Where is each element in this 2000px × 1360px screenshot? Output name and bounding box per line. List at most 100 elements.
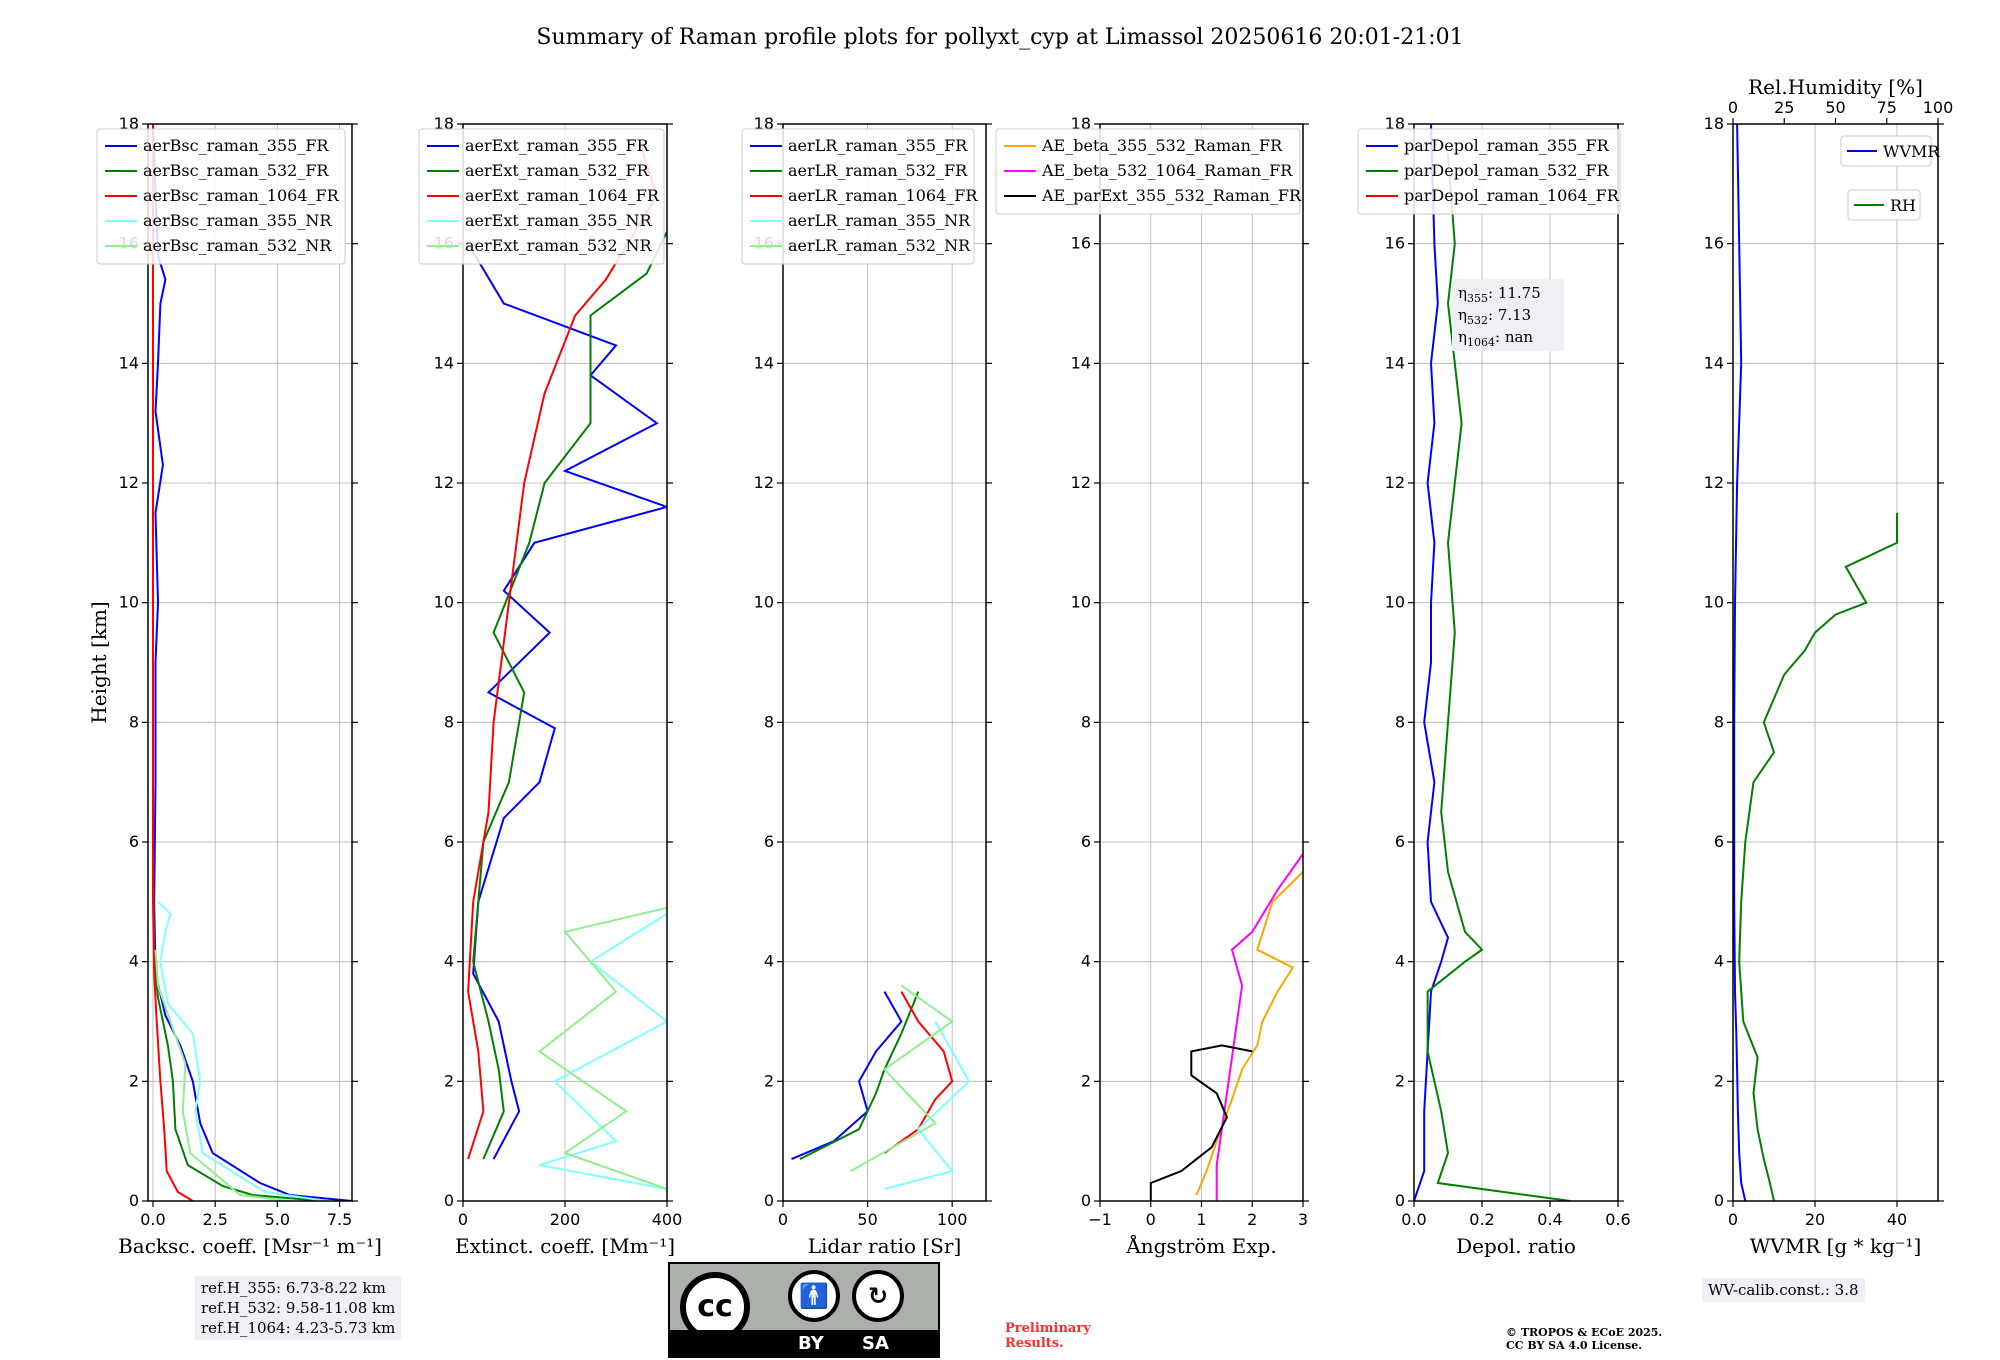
- legend-label: aerLR_raman_355_NR: [788, 211, 971, 230]
- series-line-aerBsc_raman_355_NR: [157, 901, 328, 1201]
- top-x-tick-label: 50: [1825, 98, 1845, 117]
- cc-sa-label: SA: [862, 1333, 889, 1354]
- y-tick-label-ae: 0: [1081, 1191, 1091, 1210]
- y-tick-label-ext: 12: [434, 473, 454, 492]
- series-line-AE_beta_532_1064_Raman_FR: [1215, 853, 1303, 1201]
- legend-label: AE_parExt_355_532_Raman_FR: [1041, 186, 1302, 205]
- y-tick-label-ext: 14: [434, 353, 454, 372]
- y-tick-label-lr: 10: [754, 593, 774, 612]
- series-line-aerExt_raman_355_FR: [467, 243, 667, 1160]
- series-line-aerBsc_raman_532_NR: [154, 949, 290, 1201]
- legend-depol: parDepol_raman_355_FR parDepol_raman_532_…: [1357, 128, 1621, 215]
- series-line-aerExt_raman_1064_FR: [467, 147, 658, 1160]
- x-tick-label-ae: 3: [1298, 1210, 1308, 1229]
- y-tick-label-lr: 14: [754, 353, 774, 372]
- legend-label: parDepol_raman_532_FR: [1404, 161, 1610, 180]
- y-tick-label-depol: 4: [1395, 952, 1405, 971]
- panel-ext: 0200400024681012141618Extinct. coeff. [M…: [418, 114, 683, 1258]
- x-axis-label-depol: Depol. ratio: [1456, 1234, 1576, 1258]
- legend-box: [1840, 135, 1932, 167]
- sa-share-icon: ↻: [852, 1270, 904, 1322]
- series-line-parDepol_raman_355_FR: [1414, 124, 1450, 1201]
- top-x-tick-label: 75: [1877, 98, 1897, 117]
- legend-box: [741, 128, 975, 265]
- wv-calib-box: WV-calib.const.: 3.8: [1702, 1278, 1865, 1302]
- x-axis-label-ext: Extinct. coeff. [Mm⁻¹]: [455, 1234, 675, 1258]
- preliminary-note: Preliminary Results.: [1005, 1321, 1091, 1351]
- legend-label: RH: [1890, 196, 1916, 215]
- cc-by-label: BY: [798, 1333, 824, 1354]
- y-tick-label-bsc: 10: [119, 593, 139, 612]
- y-tick-label-ae: 14: [1071, 353, 1091, 372]
- y-tick-label-wv: 14: [1704, 353, 1724, 372]
- series-line-aerBsc_raman_355_FR: [152, 124, 352, 1201]
- eta-line: η1064: nan: [1458, 328, 1533, 349]
- axes-frame-wv: [1732, 123, 1939, 1202]
- y-tick-label-depol: 6: [1395, 832, 1405, 851]
- panel-lr: 050100024681012141618Lidar ratio [Sr]aer…: [741, 114, 992, 1258]
- series-line-aerLR_raman_532_FR: [799, 991, 920, 1160]
- series-line-aerExt_raman_532_NR: [537, 906, 667, 1190]
- legend-label: aerExt_raman_1064_FR: [465, 186, 660, 205]
- y-tick-label-wv: 18: [1704, 114, 1724, 133]
- y-tick-label-depol: 18: [1385, 114, 1405, 133]
- y-tick-label-depol: 16: [1385, 234, 1405, 253]
- x-tick-label-depol: 0.2: [1469, 1210, 1494, 1229]
- y-tick-label-wv: 0: [1714, 1191, 1724, 1210]
- legend-label: parDepol_raman_355_FR: [1404, 136, 1610, 155]
- y-tick-label-ae: 12: [1071, 473, 1091, 492]
- series-line-WVMR: [1733, 124, 1747, 1201]
- y-tick-label-wv: 2: [1714, 1071, 1724, 1090]
- x-tick-label-wv: 0: [1728, 1210, 1738, 1229]
- ref-height-1064: ref.H_1064: 4.23-5.73 km: [201, 1319, 396, 1337]
- y-tick-label-lr: 12: [754, 473, 774, 492]
- ref-height-532: ref.H_532: 9.58-11.08 km: [201, 1299, 396, 1317]
- y-tick-label-lr: 18: [754, 114, 774, 133]
- x-tick-label-wv: 20: [1805, 1210, 1825, 1229]
- y-tick-label-bsc: 12: [119, 473, 139, 492]
- eta-box: [1452, 279, 1564, 351]
- axes-frame-lr: [782, 123, 987, 1202]
- legend-label: aerBsc_raman_532_FR: [143, 161, 329, 180]
- x-tick-label-wv: 40: [1887, 1210, 1907, 1229]
- x-tick-label-bsc: 7.5: [327, 1210, 352, 1229]
- copyright-note: © TROPOS & ECoE 2025. CC BY SA 4.0 Licen…: [1506, 1326, 1662, 1352]
- y-tick-label-bsc: 18: [119, 114, 139, 133]
- x-tick-label-depol: 0.4: [1537, 1210, 1562, 1229]
- ref-height-355: ref.H_355: 6.73-8.22 km: [201, 1279, 386, 1297]
- series-line-aerExt_raman_355_NR: [539, 912, 667, 1190]
- y-tick-label-wv: 6: [1714, 832, 1724, 851]
- legend-label: aerBsc_raman_1064_FR: [143, 186, 340, 205]
- y-tick-label-wv: 16: [1704, 234, 1724, 253]
- y-tick-label-ae: 8: [1081, 712, 1091, 731]
- series-line-parDepol_raman_532_FR: [1426, 153, 1571, 1201]
- top-axis-label: Rel.Humidity [%]: [1748, 75, 1923, 99]
- legend-label: aerExt_raman_355_NR: [465, 211, 653, 230]
- y-axis-label: Height [km]: [87, 601, 111, 723]
- y-tick-label-ae: 6: [1081, 832, 1091, 851]
- y-tick-label-bsc: 6: [129, 832, 139, 851]
- y-tick-label-ae: 2: [1081, 1071, 1091, 1090]
- eta-line: η532: 7.13: [1458, 306, 1531, 327]
- copyright-line-1: © TROPOS & ECoE 2025.: [1506, 1326, 1663, 1339]
- y-tick-label-wv: 12: [1704, 473, 1724, 492]
- legend-label: WVMR: [1883, 142, 1940, 161]
- legend-wvmr: WVMR: [1840, 135, 1940, 167]
- by-person-icon: 🚹: [788, 1270, 840, 1322]
- x-tick-label-ae: 2: [1247, 1210, 1257, 1229]
- series-line-AE_beta_355_532_Raman_FR: [1195, 871, 1303, 1196]
- legend-box: [1357, 128, 1621, 215]
- copyright-line-2: CC BY SA 4.0 License.: [1506, 1339, 1643, 1352]
- y-tick-label-lr: 8: [764, 712, 774, 731]
- x-tick-label-ext: 400: [652, 1210, 683, 1229]
- y-tick-label-bsc: 0: [129, 1191, 139, 1210]
- legend-label: aerLR_raman_532_FR: [788, 161, 968, 180]
- y-tick-label-ext: 2: [444, 1071, 454, 1090]
- legend-label: aerExt_raman_355_FR: [465, 136, 650, 155]
- y-tick-label-ae: 16: [1071, 234, 1091, 253]
- x-tick-label-bsc: 0.0: [140, 1210, 165, 1229]
- series-line-aerBsc_raman_1064_FR: [152, 124, 194, 1201]
